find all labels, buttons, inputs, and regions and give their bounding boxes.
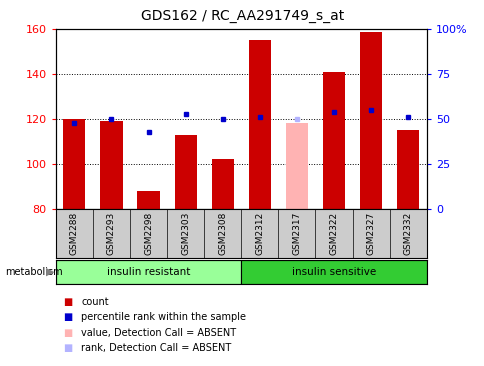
- Text: GSM2312: GSM2312: [255, 212, 264, 255]
- Bar: [137, 191, 159, 209]
- Text: GSM2303: GSM2303: [181, 212, 190, 255]
- Text: GDS162 / RC_AA291749_s_at: GDS162 / RC_AA291749_s_at: [140, 9, 344, 23]
- Text: ■: ■: [63, 343, 72, 353]
- Text: ▶: ▶: [45, 267, 54, 277]
- Bar: [174, 135, 197, 209]
- Bar: [285, 123, 307, 209]
- Bar: [56, 260, 241, 284]
- Text: rank, Detection Call = ABSENT: rank, Detection Call = ABSENT: [81, 343, 231, 353]
- Text: ■: ■: [63, 328, 72, 338]
- Text: ■: ■: [63, 297, 72, 307]
- Text: GSM2298: GSM2298: [144, 212, 153, 255]
- Text: insulin sensitive: insulin sensitive: [291, 267, 376, 277]
- Text: GSM2288: GSM2288: [70, 212, 79, 255]
- Text: ■: ■: [63, 312, 72, 322]
- Text: GSM2322: GSM2322: [329, 212, 338, 255]
- Bar: [248, 41, 271, 209]
- Text: insulin resistant: insulin resistant: [106, 267, 190, 277]
- Bar: [241, 260, 426, 284]
- Bar: [63, 119, 85, 209]
- Bar: [322, 72, 345, 209]
- Text: GSM2293: GSM2293: [106, 212, 116, 255]
- Text: GSM2332: GSM2332: [403, 212, 412, 255]
- Text: value, Detection Call = ABSENT: value, Detection Call = ABSENT: [81, 328, 236, 338]
- Text: percentile rank within the sample: percentile rank within the sample: [81, 312, 246, 322]
- Text: metabolism: metabolism: [5, 267, 62, 277]
- Bar: [396, 130, 419, 209]
- Bar: [100, 121, 122, 209]
- Text: GSM2327: GSM2327: [366, 212, 375, 255]
- Text: GSM2317: GSM2317: [292, 212, 301, 255]
- Bar: [359, 31, 381, 209]
- Text: count: count: [81, 297, 109, 307]
- Bar: [211, 159, 233, 209]
- Text: GSM2308: GSM2308: [218, 212, 227, 255]
